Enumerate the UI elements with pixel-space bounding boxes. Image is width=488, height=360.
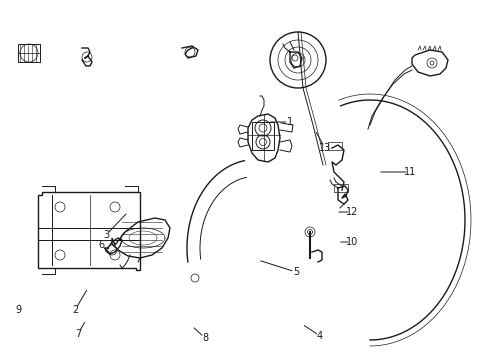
Text: 5: 5 <box>292 267 299 277</box>
Bar <box>18 44 40 62</box>
Bar <box>333 184 347 192</box>
Text: 2: 2 <box>72 305 78 315</box>
Text: 12: 12 <box>345 207 357 217</box>
Text: 10: 10 <box>345 237 357 247</box>
Text: 6: 6 <box>98 240 104 250</box>
Text: 13: 13 <box>318 143 330 153</box>
Text: 7: 7 <box>75 329 81 339</box>
Text: 11: 11 <box>403 167 415 177</box>
Text: 8: 8 <box>202 333 207 343</box>
Text: 9: 9 <box>15 305 21 315</box>
Bar <box>327 142 341 150</box>
Text: 1: 1 <box>286 117 292 127</box>
Text: 4: 4 <box>316 331 323 341</box>
Bar <box>251 122 273 150</box>
Text: 3: 3 <box>103 230 109 240</box>
